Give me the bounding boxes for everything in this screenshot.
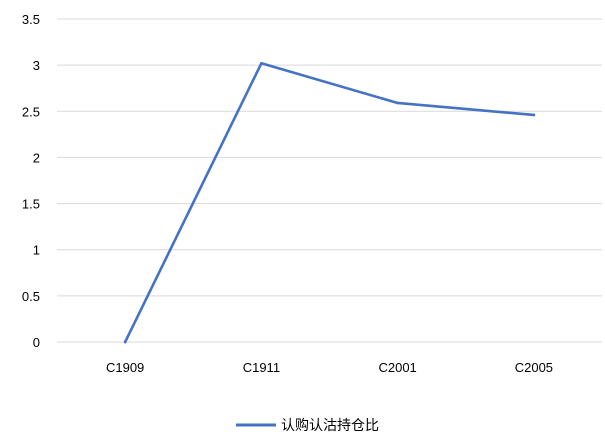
data-point: [532, 113, 536, 117]
y-tick-label: 3.5: [22, 12, 40, 27]
plot-area: [123, 61, 536, 344]
x-axis: C1909 C1911 C2001 C2005: [106, 360, 553, 375]
data-point: [123, 340, 127, 344]
data-point: [260, 61, 263, 65]
y-tick-label: 2.5: [22, 104, 40, 119]
y-tick-label: 1: [33, 243, 40, 258]
x-tick-label: C2005: [515, 360, 553, 375]
x-tick-label: C1911: [243, 360, 280, 375]
x-tick-label: C2001: [378, 360, 416, 375]
x-tick-label: C1909: [106, 360, 144, 375]
y-tick-label: 3: [33, 58, 40, 73]
series-line: [123, 61, 536, 344]
data-point: [396, 101, 399, 105]
y-tick-label: 2: [33, 150, 40, 165]
gridlines: [57, 18, 602, 343]
legend: 认购认沽持仓比: [236, 418, 379, 434]
y-tick-label: 0: [33, 335, 40, 350]
legend-label: 认购认沽持仓比: [281, 418, 379, 434]
y-tick-label: 1.5: [22, 197, 40, 212]
y-tick-label: 0.5: [22, 289, 40, 304]
y-axis: 0 0.5 1 1.5 2 2.5 3 3.5: [22, 12, 40, 350]
